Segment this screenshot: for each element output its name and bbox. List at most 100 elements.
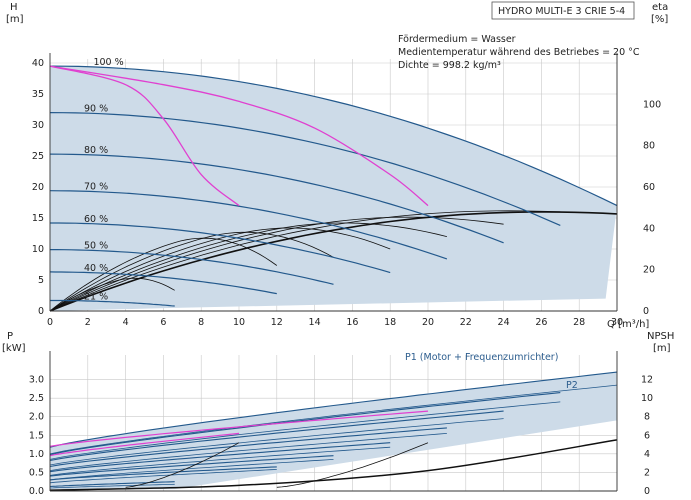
eta-curve: [49, 211, 618, 312]
x-tick-label: 18: [384, 317, 396, 328]
p1-curve: [49, 392, 561, 456]
p1-curve: [49, 481, 175, 488]
p2-curve: [49, 446, 391, 476]
power-limit-curve: [125, 442, 240, 488]
head-curve: [50, 222, 391, 274]
power-range-area: [50, 372, 617, 490]
eta-curve: [49, 222, 447, 312]
x-tick-label: 4: [123, 317, 129, 328]
y2-tick-label: 80: [643, 141, 655, 152]
head-chart: 100 % 90 % 80 % 70 % 60 % 50 % 40 % 21 % 0 5 10 15 2…: [32, 53, 661, 328]
x-tick-label: 20: [422, 317, 434, 328]
y2-tick-label: 60: [643, 182, 655, 193]
p1-curve: [49, 455, 334, 477]
y-axis-unit-p: [kW]: [2, 343, 26, 354]
max-power-p-curve: [49, 432, 240, 457]
y-tick-label: 1.5: [29, 430, 44, 441]
y-axis-label-h: H: [10, 2, 18, 13]
y-tick-label: 1.0: [29, 449, 44, 460]
p2-curve: [49, 384, 618, 455]
y2-tick-label: 4: [644, 449, 650, 460]
head-curve: [49, 271, 277, 295]
y2-tick-label: 40: [643, 223, 655, 234]
speed-label: 70 %: [84, 182, 108, 193]
head-curve: [50, 299, 175, 307]
p1-curve: [49, 466, 277, 481]
speed-label: 50 %: [84, 240, 108, 251]
x-tick-label: 26: [535, 317, 547, 328]
head-curve: [49, 190, 448, 260]
y-tick-label: 5: [38, 275, 44, 286]
p2-curve: [49, 459, 334, 481]
note-temperature: Medientemperatur während des Betriebes =…: [398, 47, 640, 58]
head-curve: [49, 112, 561, 226]
power-limit-curve: [276, 442, 429, 488]
speed-label: 80 %: [84, 145, 108, 156]
p2-curve: [49, 401, 561, 460]
y2-tick-label: 8: [644, 412, 650, 423]
x-tick-label: 22: [460, 317, 472, 328]
y-tick-label: 20: [32, 182, 44, 193]
p1-curve: [49, 442, 391, 473]
series-label-p1: P1 (Motor + Frequenzumrichter): [405, 352, 558, 363]
x-tick-label: 10: [233, 317, 245, 328]
y-tick-label: 0.0: [29, 486, 44, 497]
p2-curve: [49, 433, 447, 471]
y2-tick-label: 20: [643, 265, 655, 276]
note-density: Dichte = 998.2 kg/m³: [398, 60, 501, 71]
y-tick-label: 2.5: [29, 393, 44, 404]
note-medium: Fördermedium = Wasser: [398, 34, 516, 45]
y2-axis-unit-eta: [%]: [651, 14, 668, 25]
y2-axis-label-npsh: NPSH: [647, 331, 674, 342]
npsh-curve: [49, 439, 618, 491]
y-tick-label: 35: [32, 89, 44, 100]
x-tick-label: 16: [346, 317, 358, 328]
y2-tick-label: 100: [643, 99, 661, 110]
x-tick-label: 0: [47, 317, 53, 328]
p2-curve: [49, 469, 277, 484]
y-axis-unit-h: [m]: [6, 14, 24, 25]
power-chart: 0.0 0.5 1.0 1.5 2.0 2.5 3.0 0 2 4 6 8 10 12: [29, 351, 653, 497]
speed-label: 40 %: [84, 263, 108, 274]
max-power-curve: [49, 65, 429, 207]
speed-label: 60 %: [84, 214, 108, 225]
x-tick-label: 8: [198, 317, 204, 328]
y-tick-label: 2.0: [29, 412, 44, 423]
eta-curve: [49, 277, 175, 312]
eta-curve: [49, 231, 334, 312]
y-tick-label: 0.5: [29, 467, 44, 478]
series-label-p2: P2: [566, 380, 578, 391]
eta-curve: [49, 237, 278, 312]
speed-label: 90 %: [84, 103, 108, 114]
y-tick-label: 3.0: [29, 375, 44, 386]
max-power-p-curve: [49, 410, 429, 447]
eta-curve: [49, 227, 391, 312]
p2-curve: [49, 418, 504, 466]
y-tick-label: 40: [32, 58, 44, 69]
max-power-curve: [49, 65, 240, 207]
x-tick-label: 2: [85, 317, 91, 328]
head-curve: [50, 249, 334, 285]
y-tick-label: 25: [32, 151, 44, 162]
y2-tick-label: 6: [644, 430, 650, 441]
p1-curve: [49, 427, 447, 468]
head-curve: [49, 153, 504, 244]
y-tick-label: 0: [38, 306, 44, 317]
y2-tick-label: 0: [643, 306, 649, 317]
y2-tick-label: 10: [641, 393, 653, 404]
title-box: [491, 1, 635, 20]
x-axis-label-q: Q [m³/h]: [607, 319, 649, 330]
eta-curve: [49, 216, 504, 312]
x-tick-label: 12: [271, 317, 283, 328]
y2-axis-unit-npsh: [m]: [653, 343, 671, 354]
p1-curve: [49, 371, 618, 448]
speed-label: 100 %: [93, 57, 123, 68]
x-tick-label: 30: [611, 317, 623, 328]
p2-curve: [49, 483, 175, 489]
eta-curve: [49, 210, 561, 312]
x-tick-label: 14: [309, 317, 321, 328]
y2-tick-label: 2: [644, 467, 650, 478]
head-curve: [49, 65, 618, 207]
y2-axis-label-eta: eta: [652, 2, 668, 13]
